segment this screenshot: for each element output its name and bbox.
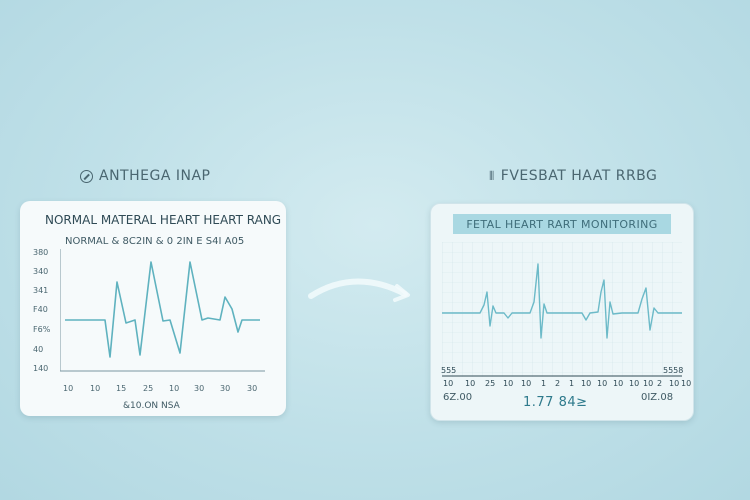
x-axis-label: 30: [194, 384, 205, 393]
heart-icon: ⦀: [489, 168, 495, 183]
right-heading: ⦀ FVESBAT HAAT RRBG: [489, 168, 657, 184]
x-axis-label: 2: [657, 379, 663, 388]
left-heading: ANTHEGA INAP: [80, 168, 210, 184]
y-axis-label: 380: [33, 248, 49, 257]
x-axis-label: 15: [116, 384, 127, 393]
chart-grid: [442, 242, 682, 377]
x-axis-label: 10: [613, 379, 624, 388]
card-footer: &10.ON NSA: [123, 401, 180, 411]
x-axis-label: 10: [90, 384, 101, 393]
x-axis-label: 10: [643, 379, 654, 388]
x-axis-label: 10: [629, 379, 640, 388]
x-axis-label: 10: [169, 384, 180, 393]
stat-center: 1.77 84≥: [523, 395, 588, 410]
x-axis-label: 25: [485, 379, 496, 388]
y-axis-label: F40: [33, 305, 48, 314]
x-axis-label: 1: [541, 379, 547, 388]
right-heading-text: FVESBAT HAAT RRBG: [500, 168, 658, 184]
y-axis-label: 340: [33, 267, 49, 276]
card-subtitle: NORMAL & 8C2IN & 0 2IN E S4I A05: [65, 236, 245, 247]
fetal-heart-rate-chart: [442, 242, 682, 377]
x-axis-label: 1: [569, 379, 575, 388]
maternal-heart-rate-card: NORMAL MATERAL HEART HEART RANG NORMAL &…: [20, 201, 286, 416]
x-axis-label: 10: [63, 384, 74, 393]
maternal-heart-rate-chart: [60, 249, 265, 372]
monitoring-banner: FETAL HEART RART MONITORING: [453, 214, 671, 234]
heart-rate-trace: [65, 261, 260, 358]
x-axis-label: 10: [521, 379, 532, 388]
x-axis-label: 10: [681, 379, 692, 388]
x-axis-label: 10: [581, 379, 592, 388]
y-axis-label: F6%: [33, 325, 51, 334]
fetal-heart-trace: [442, 263, 682, 339]
y-axis-label: 140: [33, 364, 49, 373]
stat-left: 6Z.00: [443, 392, 473, 403]
x-axis-label: 30: [247, 384, 258, 393]
x-axis-label: 10: [465, 379, 476, 388]
right-scale-value: 5558: [663, 366, 684, 375]
x-axis-label: 10: [669, 379, 680, 388]
y-axis-label: 40: [33, 345, 44, 354]
fetal-heart-rate-card: FETAL HEART RART MONITORING 555 5558 10 …: [430, 203, 694, 421]
y-axis-label: 341: [33, 286, 49, 295]
x-axis-label: 25: [143, 384, 154, 393]
circle-arrow-icon: [80, 169, 93, 183]
card-title: NORMAL MATERAL HEART HEART RANG: [45, 213, 282, 227]
x-axis-label: 10: [597, 379, 608, 388]
stat-right: 0IZ.08: [641, 392, 674, 403]
x-axis-label: 30: [220, 384, 231, 393]
x-axis-label: 2: [555, 379, 561, 388]
x-axis-label: 10: [503, 379, 514, 388]
left-scale-value: 555: [441, 366, 457, 375]
left-heading-text: ANTHEGA INAP: [99, 168, 211, 184]
x-axis-label: 10: [443, 379, 454, 388]
curved-arrow-icon: [308, 278, 410, 302]
